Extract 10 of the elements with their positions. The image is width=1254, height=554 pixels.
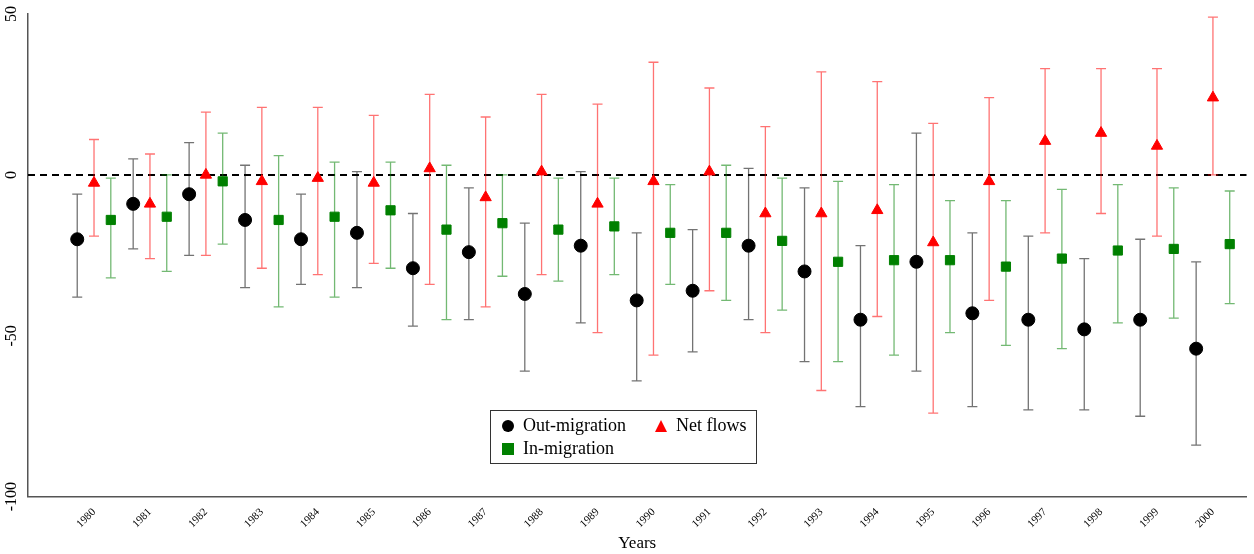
legend-label: Out-migration	[523, 415, 626, 436]
y-tick-label: 50	[2, 6, 20, 22]
legend-label: In-migration	[523, 438, 614, 459]
legend-label: Net flows	[675, 415, 747, 436]
y-tick-label: -50	[2, 325, 20, 347]
x-axis-title: Years	[618, 533, 657, 553]
x-tick-label: 1991	[688, 505, 713, 530]
x-tick-label: 1981	[129, 505, 154, 530]
y-tick-label: 0	[2, 170, 20, 179]
y-tick-label: -100	[2, 482, 20, 512]
